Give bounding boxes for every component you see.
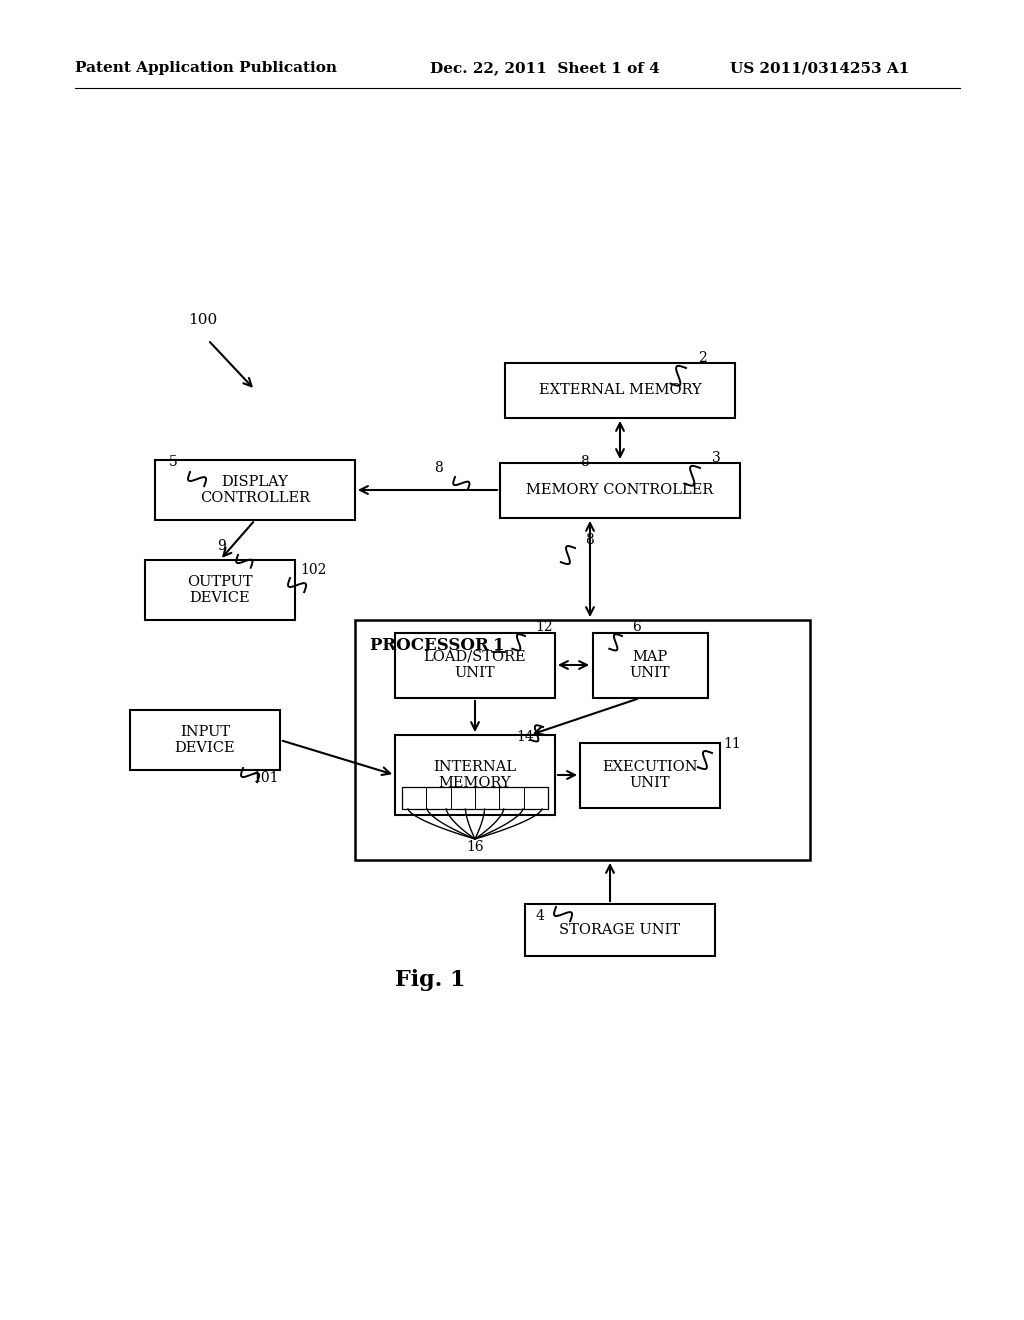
- Bar: [525, 904, 715, 956]
- Text: 8: 8: [585, 533, 594, 546]
- Text: OUTPUT
DEVICE: OUTPUT DEVICE: [187, 576, 253, 605]
- Bar: [355, 620, 810, 861]
- Text: PROCESSOR: PROCESSOR: [370, 636, 495, 653]
- Text: MEMORY CONTROLLER: MEMORY CONTROLLER: [526, 483, 714, 498]
- Text: MAP
UNIT: MAP UNIT: [630, 649, 671, 680]
- Text: 2: 2: [698, 351, 707, 366]
- Bar: [395, 632, 555, 697]
- Bar: [395, 735, 555, 814]
- Text: INPUT
DEVICE: INPUT DEVICE: [175, 725, 236, 755]
- Text: 8: 8: [580, 455, 589, 469]
- Text: 6: 6: [632, 620, 641, 634]
- Text: LOAD/STORE
UNIT: LOAD/STORE UNIT: [424, 649, 526, 680]
- Text: 102: 102: [300, 564, 327, 577]
- Bar: [130, 710, 280, 770]
- Text: EXECUTION
UNIT: EXECUTION UNIT: [602, 760, 697, 791]
- Text: 4: 4: [536, 909, 544, 923]
- Text: Dec. 22, 2011  Sheet 1 of 4: Dec. 22, 2011 Sheet 1 of 4: [430, 61, 659, 75]
- Text: Fig. 1: Fig. 1: [394, 969, 465, 991]
- Text: US 2011/0314253 A1: US 2011/0314253 A1: [730, 61, 909, 75]
- Text: 14: 14: [516, 730, 534, 744]
- Bar: [505, 363, 735, 417]
- Text: DISPLAY
CONTROLLER: DISPLAY CONTROLLER: [200, 475, 310, 506]
- Bar: [402, 787, 548, 809]
- Bar: [155, 459, 355, 520]
- Text: 8: 8: [434, 461, 443, 475]
- Text: 9: 9: [217, 539, 226, 553]
- Text: 1: 1: [493, 636, 505, 653]
- Text: 11: 11: [723, 737, 740, 751]
- Text: 3: 3: [712, 451, 721, 465]
- Bar: [593, 632, 708, 697]
- Bar: [580, 742, 720, 808]
- Text: INTERNAL
MEMORY: INTERNAL MEMORY: [433, 760, 516, 791]
- Text: 16: 16: [466, 840, 483, 854]
- Text: 12: 12: [535, 620, 553, 634]
- Bar: [145, 560, 295, 620]
- Text: 101: 101: [252, 771, 279, 785]
- Text: Patent Application Publication: Patent Application Publication: [75, 61, 337, 75]
- Text: STORAGE UNIT: STORAGE UNIT: [559, 923, 681, 937]
- Text: EXTERNAL MEMORY: EXTERNAL MEMORY: [539, 383, 701, 397]
- Text: 5: 5: [169, 455, 178, 469]
- Bar: [500, 462, 740, 517]
- Text: 100: 100: [188, 313, 217, 327]
